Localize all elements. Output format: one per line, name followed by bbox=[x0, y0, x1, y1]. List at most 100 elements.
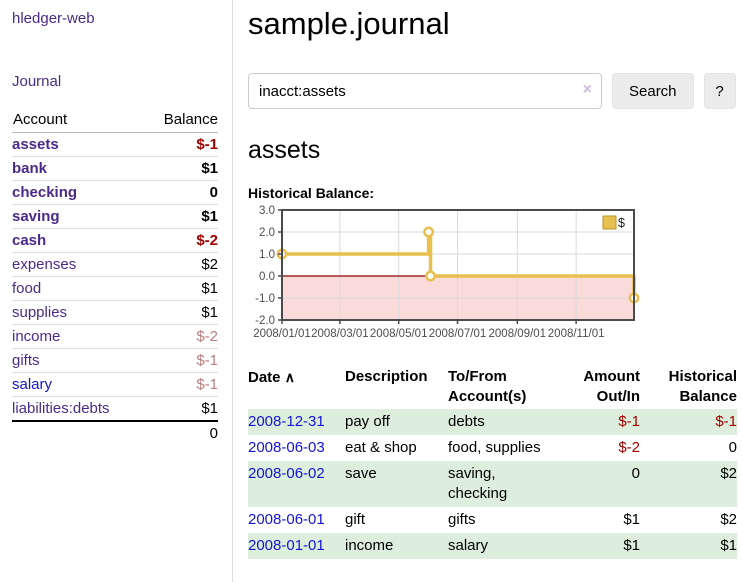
register-header-date[interactable]: Date ∧ bbox=[248, 365, 345, 409]
register-table: Date ∧ Description To/From Account(s) Am… bbox=[248, 365, 737, 559]
clear-search-icon[interactable]: × bbox=[582, 81, 592, 98]
register-accounts-cell: salary bbox=[448, 537, 489, 554]
register-table-body: 2008-12-31 pay off debts $-1 $-1 2008-06-03 ea… bbox=[248, 409, 737, 559]
account-row: bank $1 bbox=[12, 157, 218, 181]
account-link[interactable]: salary bbox=[12, 376, 53, 393]
register-row: 2008-06-02 save saving, checking 0 $2 bbox=[248, 461, 737, 507]
account-link[interactable]: supplies bbox=[12, 304, 68, 321]
sort-ascending-icon: ∧ bbox=[284, 369, 295, 385]
chart-title: Historical Balance: bbox=[248, 185, 375, 201]
register-balance-cell: $-1 bbox=[715, 413, 737, 430]
legend-label: $ bbox=[618, 216, 625, 230]
x-axis-tick-label: 2008/05/01 bbox=[370, 328, 428, 340]
register-amount-cell: $1 bbox=[623, 511, 640, 528]
register-row: 2008-12-31 pay off debts $-1 $-1 bbox=[248, 409, 737, 435]
account-balance: $1 bbox=[201, 400, 218, 417]
y-axis-tick-label: 3.0 bbox=[259, 205, 275, 217]
x-axis-tick-label: 2008/11/01 bbox=[548, 328, 605, 340]
account-link[interactable]: bank bbox=[12, 160, 48, 177]
account-link[interactable]: income bbox=[12, 328, 61, 345]
account-link[interactable]: checking bbox=[12, 184, 78, 201]
register-balance-cell: 0 bbox=[728, 439, 737, 456]
account-balance: $-1 bbox=[196, 376, 218, 393]
transaction-date-link[interactable]: 2008-06-03 bbox=[248, 439, 325, 456]
account-row: salary $-1 bbox=[12, 373, 218, 397]
account-link[interactable]: saving bbox=[12, 208, 60, 225]
y-axis-tick-label: 1.0 bbox=[259, 249, 275, 261]
app-title-link[interactable]: hledger-web bbox=[12, 10, 95, 27]
x-axis-tick-label: 2008/01/01 bbox=[253, 328, 311, 340]
y-axis-tick-label: -1.0 bbox=[255, 293, 275, 305]
account-link[interactable]: gifts bbox=[12, 352, 40, 369]
account-balance: $1 bbox=[201, 280, 218, 297]
account-link[interactable]: cash bbox=[12, 232, 47, 249]
date-header-label: Date bbox=[248, 369, 281, 386]
register-balance-cell: $2 bbox=[720, 465, 737, 482]
account-row: income $-2 bbox=[12, 325, 218, 349]
search-input[interactable] bbox=[248, 73, 602, 109]
account-row: supplies $1 bbox=[12, 301, 218, 325]
transaction-date-link[interactable]: 2008-01-01 bbox=[248, 537, 325, 554]
register-accounts-cell: debts bbox=[448, 413, 485, 430]
register-accounts-cell: saving, checking bbox=[448, 465, 508, 502]
account-link[interactable]: food bbox=[12, 280, 42, 297]
register-row: 2008-06-01 gift gifts $1 $2 bbox=[248, 507, 737, 533]
register-description-cell: pay off bbox=[345, 413, 390, 430]
legend-swatch-icon bbox=[602, 215, 617, 230]
sidebar-item-journal[interactable]: Journal bbox=[12, 73, 62, 90]
account-row: liabilities:debts $1 bbox=[12, 397, 218, 421]
account-row: cash $-2 bbox=[12, 229, 218, 253]
main-content: sample.journal × Search ? assets Histori… bbox=[233, 0, 742, 582]
register-header-row: Date ∧ Description To/From Account(s) Am… bbox=[248, 365, 737, 409]
account-balance: $1 bbox=[201, 160, 218, 177]
account-balance: $-2 bbox=[196, 328, 218, 345]
register-amount-cell: 0 bbox=[631, 465, 640, 482]
accounts-table: Account Balance assets $-1 bank $1 checking 0… bbox=[12, 108, 218, 445]
account-balance: $1 bbox=[201, 208, 218, 225]
account-row: checking 0 bbox=[12, 181, 218, 205]
register-amount-cell: $1 bbox=[623, 537, 640, 554]
register-row: 2008-06-03 eat & shop food, supplies $-2 0 bbox=[248, 435, 737, 461]
page-title: sample.journal bbox=[248, 6, 450, 41]
account-link[interactable]: liabilities:debts bbox=[12, 400, 110, 417]
account-balance: $2 bbox=[201, 256, 218, 273]
data-point-marker bbox=[425, 270, 436, 282]
transaction-date-link[interactable]: 2008-12-31 bbox=[248, 413, 325, 430]
register-date-cell: 2008-06-02 bbox=[248, 461, 345, 507]
account-balance: $-1 bbox=[196, 136, 218, 153]
account-link[interactable]: assets bbox=[12, 136, 59, 153]
account-balance: $1 bbox=[201, 304, 218, 321]
account-row: expenses $2 bbox=[12, 253, 218, 277]
x-axis-tick-label: 2008/03/01 bbox=[311, 328, 369, 340]
register-header-tofrom: To/From Account(s) bbox=[448, 368, 527, 405]
accounts-total-row: 0 bbox=[12, 420, 218, 445]
register-header-amount: Amount Out/In bbox=[583, 368, 640, 405]
help-button[interactable]: ? bbox=[703, 73, 736, 109]
account-row: saving $1 bbox=[12, 205, 218, 229]
accounts-header-balance: Balance bbox=[144, 108, 218, 133]
x-axis-tick-label: 2008/07/01 bbox=[429, 328, 487, 340]
transaction-date-link[interactable]: 2008-06-01 bbox=[248, 511, 325, 528]
register-balance-cell: $2 bbox=[720, 511, 737, 528]
account-balance: $-2 bbox=[196, 232, 218, 249]
register-amount-cell: $-1 bbox=[618, 413, 640, 430]
transaction-date-link[interactable]: 2008-06-02 bbox=[248, 465, 325, 482]
register-description-cell: save bbox=[345, 465, 377, 482]
account-balance: 0 bbox=[209, 184, 218, 201]
y-axis-tick-label: 0.0 bbox=[259, 271, 275, 283]
register-header-description: Description bbox=[345, 368, 428, 385]
register-description-cell: gift bbox=[345, 511, 366, 528]
search-input-wrap: × bbox=[248, 73, 602, 109]
register-date-cell: 2008-06-03 bbox=[248, 435, 345, 461]
register-header-balance: Historical Balance bbox=[668, 368, 737, 405]
y-axis-tick-label: 2.0 bbox=[259, 227, 275, 239]
data-point-marker bbox=[423, 226, 435, 238]
y-axis-tick-label: -2.0 bbox=[255, 315, 275, 327]
search-button[interactable]: Search bbox=[612, 73, 694, 109]
register-accounts-cell: gifts bbox=[448, 511, 476, 528]
accounts-table-body: assets $-1 bank $1 checking 0 saving $1 cash $-2 e… bbox=[12, 133, 218, 421]
register-date-cell: 2008-01-01 bbox=[248, 533, 345, 559]
account-link[interactable]: expenses bbox=[12, 256, 77, 273]
